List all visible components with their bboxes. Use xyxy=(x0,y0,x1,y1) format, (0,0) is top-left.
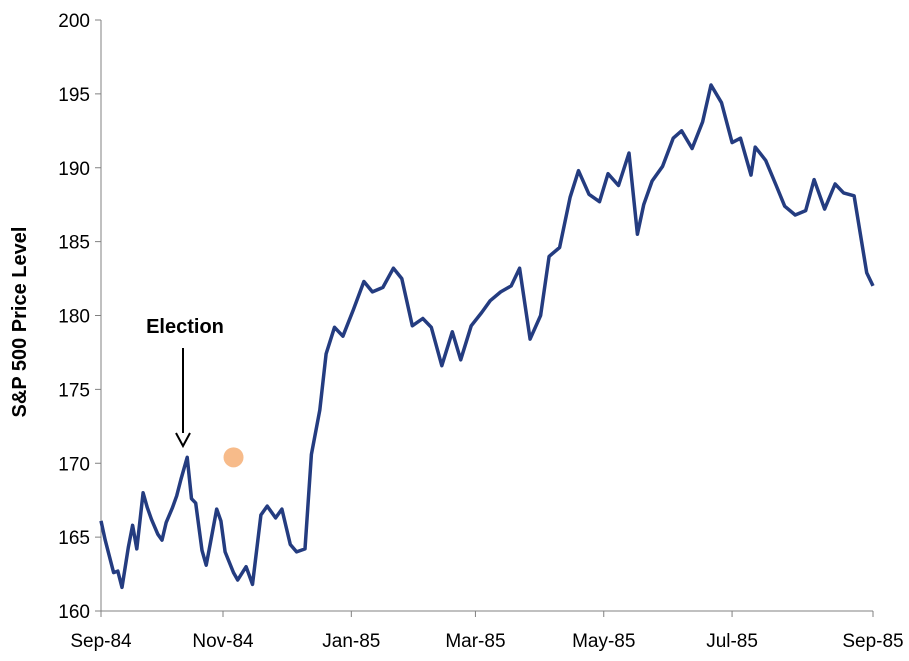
y-axis-title: S&P 500 Price Level xyxy=(9,227,31,418)
x-tick-label: Jul-85 xyxy=(706,631,758,652)
y-tick-label: 160 xyxy=(58,602,90,623)
y-tick-label: 200 xyxy=(58,11,90,32)
x-axis: Sep-84 Nov-84 Jan-85 Mar-85 May-85 Jul-85 Sep-… xyxy=(70,611,904,652)
series-line xyxy=(99,83,875,590)
y-tick-label: 195 xyxy=(58,85,90,106)
x-tick-label: Nov-84 xyxy=(192,631,254,652)
y-axis: 160 165 170 175 180 185 190 195 200 xyxy=(58,11,101,623)
election-label: Election xyxy=(146,316,224,338)
y-tick-label: 180 xyxy=(58,307,90,328)
x-tick-label: Sep-85 xyxy=(842,631,903,652)
y-tick-label: 190 xyxy=(58,159,90,180)
y-tick-label: 165 xyxy=(58,528,90,549)
x-tick-label: Sep-84 xyxy=(70,631,132,652)
y-tick-label: 175 xyxy=(58,380,90,401)
y-tick-label: 185 xyxy=(58,233,90,254)
y-tick-label: 170 xyxy=(58,454,90,475)
x-tick-label: Jan-85 xyxy=(322,631,380,652)
election-arrow-head xyxy=(175,432,191,449)
x-tick-label: May-85 xyxy=(572,631,635,652)
x-tick-label: Mar-85 xyxy=(445,631,505,652)
election-marker xyxy=(223,447,244,468)
